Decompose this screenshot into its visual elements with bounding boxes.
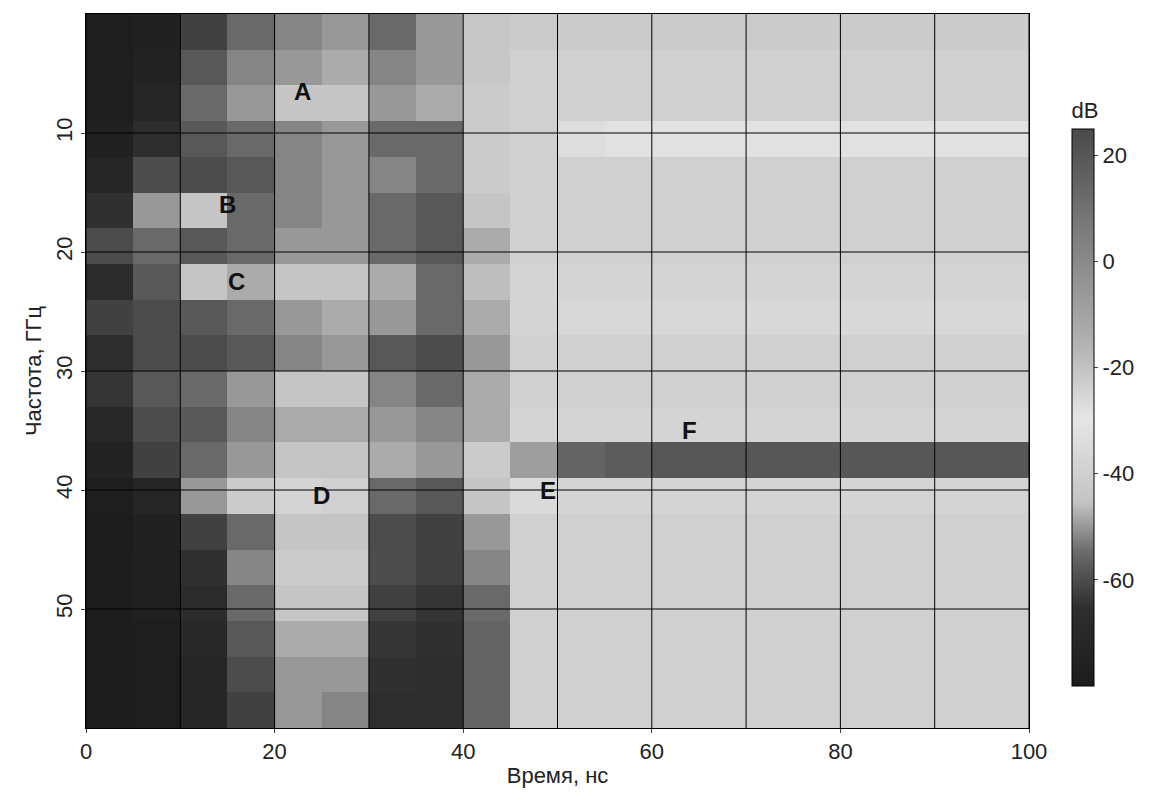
svg-text:10: 10 (52, 117, 77, 141)
svg-text:20: 20 (52, 236, 77, 260)
svg-text:0: 0 (80, 739, 92, 764)
svg-text:B: B (219, 191, 236, 218)
svg-text:0: 0 (1102, 249, 1114, 274)
svg-text:F: F (682, 417, 697, 444)
svg-text:60: 60 (640, 739, 664, 764)
svg-text:100: 100 (1011, 739, 1048, 764)
svg-text:D: D (313, 482, 330, 509)
svg-text:A: A (294, 78, 311, 105)
svg-text:30: 30 (52, 355, 77, 379)
svg-text:dB: dB (1072, 98, 1099, 123)
svg-text:-20: -20 (1102, 355, 1134, 380)
svg-text:20: 20 (1102, 143, 1126, 168)
svg-text:40: 40 (451, 739, 475, 764)
svg-text:E: E (540, 477, 556, 504)
svg-text:Частота, ГГц: Частота, ГГц (21, 306, 46, 437)
svg-text:80: 80 (828, 739, 852, 764)
svg-text:C: C (228, 268, 245, 295)
svg-text:-40: -40 (1102, 461, 1134, 486)
svg-text:40: 40 (52, 474, 77, 498)
svg-text:50: 50 (52, 593, 77, 617)
svg-text:Время, нс: Время, нс (507, 763, 609, 788)
svg-text:20: 20 (262, 739, 286, 764)
svg-text:-60: -60 (1102, 568, 1134, 593)
